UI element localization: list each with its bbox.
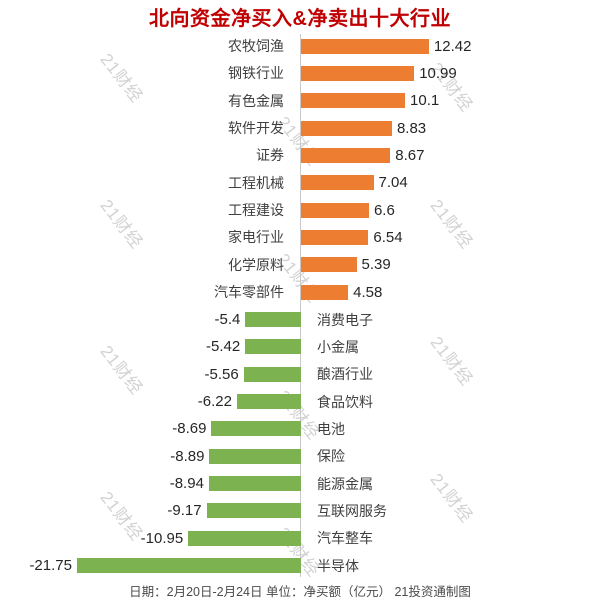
net-sell-bar bbox=[208, 476, 301, 492]
category-label: 软件开发 bbox=[228, 120, 284, 137]
value-label: 5.39 bbox=[361, 256, 391, 274]
category-label: 汽车零部件 bbox=[214, 284, 284, 301]
watermark-text: 21财经 bbox=[426, 195, 477, 253]
category-label: 互联网服务 bbox=[317, 502, 387, 519]
category-label: 工程建设 bbox=[228, 202, 284, 219]
net-sell-bar bbox=[243, 366, 301, 382]
value-label: 10.1 bbox=[410, 92, 440, 110]
net-sell-bar bbox=[211, 421, 301, 437]
value-label: -8.89 bbox=[170, 447, 205, 465]
category-label: 汽车整车 bbox=[317, 530, 373, 547]
watermark-text: 21财经 bbox=[426, 332, 477, 390]
category-label: 证券 bbox=[256, 147, 284, 164]
value-label: 8.83 bbox=[396, 119, 427, 137]
net-buy-bar bbox=[301, 93, 406, 109]
category-label: 钢铁行业 bbox=[228, 65, 284, 82]
chart-footer: 日期：2月20日-2月24日 单位：净买额（亿元） 21投资通制图 bbox=[129, 585, 471, 599]
net-buy-bar bbox=[301, 257, 357, 273]
value-label: -8.69 bbox=[172, 420, 207, 438]
value-label: 10.99 bbox=[419, 64, 457, 82]
watermark-text: 21财经 bbox=[96, 341, 147, 399]
net-sell-bar bbox=[245, 312, 301, 327]
category-label: 小金属 bbox=[317, 338, 359, 355]
net-buy-bar bbox=[301, 202, 369, 218]
value-label: -8.94 bbox=[169, 475, 204, 493]
category-label: 工程机械 bbox=[228, 174, 284, 191]
net-sell-bar bbox=[206, 503, 301, 519]
watermark-text: 21财经 bbox=[96, 49, 147, 107]
net-buy-bar bbox=[301, 120, 392, 136]
value-label: -21.75 bbox=[29, 557, 72, 575]
category-label: 化学原料 bbox=[228, 256, 284, 273]
value-label: -5.56 bbox=[204, 365, 239, 383]
value-label: 4.58 bbox=[353, 283, 383, 301]
category-label: 酿酒行业 bbox=[317, 366, 373, 383]
value-label: -10.95 bbox=[140, 529, 184, 547]
category-label: 有色金属 bbox=[228, 92, 284, 109]
category-label: 能源金属 bbox=[317, 475, 373, 492]
value-label: -5.4 bbox=[214, 311, 241, 328]
chart-title: 北向资金净买入&净卖出十大行业 bbox=[149, 8, 451, 30]
value-label: -5.42 bbox=[205, 338, 241, 356]
net-sell-bar bbox=[76, 558, 301, 574]
net-buy-bar bbox=[301, 175, 374, 191]
category-label: 农牧饲渔 bbox=[228, 38, 284, 54]
net-buy-bar bbox=[301, 284, 349, 300]
net-buy-bar bbox=[301, 38, 429, 54]
value-label: -9.17 bbox=[167, 502, 202, 520]
value-label: 12.42 bbox=[433, 37, 472, 55]
net-buy-bar bbox=[301, 65, 415, 81]
category-label: 消费电子 bbox=[317, 311, 373, 328]
net-sell-bar bbox=[188, 530, 301, 546]
value-label: -6.22 bbox=[197, 393, 232, 411]
category-label: 电池 bbox=[317, 420, 345, 437]
category-label: 保险 bbox=[317, 448, 345, 465]
category-label: 食品饮料 bbox=[317, 393, 373, 410]
net-buy-bar bbox=[301, 147, 391, 163]
watermark-text: 21财经 bbox=[96, 195, 147, 253]
category-label: 家电行业 bbox=[228, 229, 284, 246]
value-label: 8.67 bbox=[395, 146, 425, 164]
category-label: 半导体 bbox=[317, 557, 359, 574]
value-label: 6.54 bbox=[373, 228, 403, 246]
zero-axis-line bbox=[300, 34, 301, 577]
net-buy-bar bbox=[301, 229, 369, 245]
net-sell-bar bbox=[245, 339, 301, 355]
watermark-text: 21财经 bbox=[426, 469, 477, 527]
value-label: 7.04 bbox=[378, 174, 408, 192]
value-label: 6.6 bbox=[373, 201, 395, 219]
net-sell-bar bbox=[209, 448, 301, 464]
net-sell-bar bbox=[236, 394, 301, 410]
